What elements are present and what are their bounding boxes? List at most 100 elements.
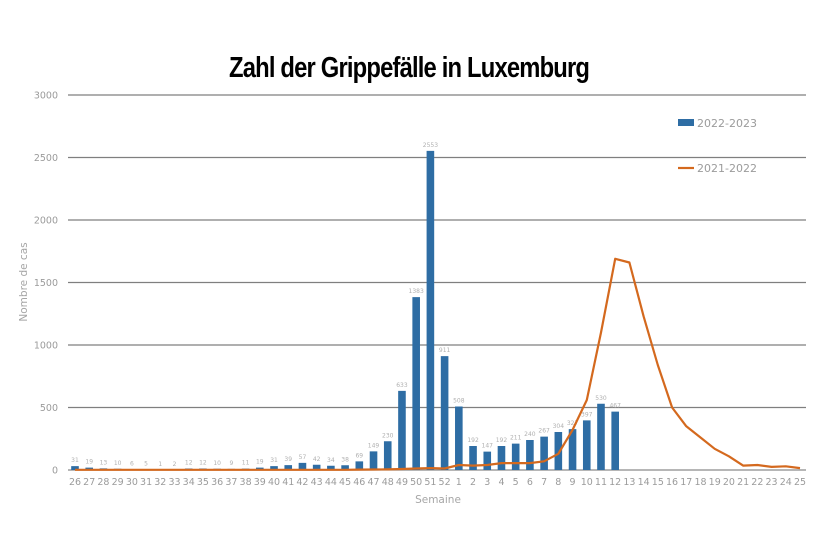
bar-value-label: 304 bbox=[553, 423, 565, 430]
bar bbox=[398, 390, 406, 470]
x-tick-label: 32 bbox=[154, 477, 166, 488]
x-tick-label: 47 bbox=[367, 477, 379, 488]
x-axis-label: Semaine bbox=[415, 494, 461, 506]
y-tick-label: 0 bbox=[52, 466, 58, 477]
bar-value-label: 69 bbox=[355, 452, 363, 459]
x-tick-label: 5 bbox=[513, 477, 519, 488]
bar-value-label: 267 bbox=[538, 428, 550, 435]
bar-data-labels: 31 19 13 10 6 5 1 2 12 12 10 9 11 19 31 39 57 42 34 3869149… bbox=[71, 142, 621, 468]
bar bbox=[554, 432, 563, 470]
bar-value-label: 149 bbox=[368, 442, 380, 449]
x-tick-label: 48 bbox=[382, 477, 394, 488]
bar-value-label: 42 bbox=[313, 456, 321, 463]
x-tick-label: 28 bbox=[97, 477, 109, 488]
x-tick-label: 51 bbox=[424, 477, 436, 488]
y-tick-label: 500 bbox=[40, 403, 58, 414]
line-series-2021-2022 bbox=[75, 257, 801, 471]
bar bbox=[298, 462, 307, 470]
x-tick-label: 13 bbox=[623, 477, 635, 488]
bar-value-label: 240 bbox=[524, 431, 536, 438]
bar-value-label: 2 bbox=[173, 461, 177, 468]
x-tick-label: 17 bbox=[680, 477, 692, 488]
x-tick-label: 45 bbox=[339, 477, 351, 488]
bar-value-label: 9 bbox=[229, 460, 233, 467]
bar-value-label: 11 bbox=[242, 460, 250, 467]
x-tick-label: 8 bbox=[555, 477, 561, 488]
chart-title: Zahl der Grippefälle in Luxemburg bbox=[229, 52, 590, 84]
bar-value-label: 508 bbox=[453, 398, 465, 405]
y-axis-ticks: 0 500 1000 1500 2000 2500 3000 bbox=[34, 91, 58, 477]
x-tick-label: 43 bbox=[311, 477, 323, 488]
bar bbox=[540, 436, 548, 470]
bar-value-label: 327 bbox=[567, 420, 579, 427]
x-tick-label: 52 bbox=[439, 477, 451, 488]
bar-value-label: 12 bbox=[199, 460, 207, 467]
x-tick-label: 1 bbox=[456, 477, 462, 488]
x-tick-label: 38 bbox=[240, 477, 252, 488]
bar-value-label: 12 bbox=[185, 460, 193, 467]
x-tick-label: 3 bbox=[484, 477, 490, 488]
bar bbox=[611, 411, 619, 470]
bar bbox=[597, 403, 605, 470]
bar bbox=[270, 466, 278, 470]
x-tick-label: 35 bbox=[197, 477, 209, 488]
y-tick-label: 1000 bbox=[34, 341, 58, 352]
x-tick-label: 34 bbox=[183, 477, 195, 488]
x-tick-label: 22 bbox=[751, 477, 763, 488]
x-tick-label: 15 bbox=[652, 477, 664, 488]
bar-value-label: 10 bbox=[114, 460, 122, 467]
bar-value-label: 2553 bbox=[423, 142, 438, 149]
bar bbox=[426, 150, 435, 470]
bar-value-label: 31 bbox=[270, 457, 278, 464]
x-tick-label: 10 bbox=[581, 477, 593, 488]
legend-label-2022-2023: 2022-2023 bbox=[697, 117, 757, 130]
x-tick-label: 30 bbox=[126, 477, 138, 488]
x-tick-label: 40 bbox=[268, 477, 280, 488]
bar bbox=[511, 443, 520, 470]
x-tick-label: 2 bbox=[470, 477, 476, 488]
x-tick-label: 39 bbox=[254, 477, 266, 488]
x-tick-label: 33 bbox=[168, 477, 180, 488]
x-tick-label: 16 bbox=[666, 477, 678, 488]
x-tick-label: 42 bbox=[296, 477, 308, 488]
bar-value-label: 1383 bbox=[409, 288, 424, 295]
x-tick-label: 46 bbox=[353, 477, 365, 488]
bar bbox=[568, 429, 577, 470]
bar bbox=[469, 446, 477, 470]
x-tick-label: 37 bbox=[225, 477, 237, 488]
bar bbox=[71, 466, 79, 470]
x-tick-label: 11 bbox=[595, 477, 607, 488]
bar-value-label: 10 bbox=[213, 460, 221, 467]
x-tick-label: 4 bbox=[498, 477, 504, 488]
x-tick-label: 41 bbox=[282, 477, 294, 488]
legend: 2022-2023 2021-2022 bbox=[678, 117, 757, 175]
bar-value-label: 230 bbox=[382, 432, 394, 439]
bar bbox=[341, 465, 349, 470]
x-tick-label: 24 bbox=[780, 477, 792, 488]
bar-value-label: 192 bbox=[496, 437, 508, 444]
x-tick-label: 12 bbox=[609, 477, 621, 488]
bar bbox=[455, 406, 463, 470]
x-tick-label: 23 bbox=[766, 477, 778, 488]
x-tick-label: 25 bbox=[794, 477, 806, 488]
bar bbox=[526, 440, 534, 470]
x-tick-label: 9 bbox=[570, 477, 576, 488]
y-axis-label: Nombre de cas bbox=[18, 242, 30, 321]
bar-value-label: 633 bbox=[396, 382, 408, 389]
bar bbox=[412, 297, 420, 470]
bar bbox=[327, 465, 335, 470]
y-tick-label: 1500 bbox=[34, 278, 58, 289]
x-tick-label: 36 bbox=[211, 477, 223, 488]
legend-swatch-2022-2023 bbox=[678, 119, 694, 126]
bar bbox=[383, 441, 392, 470]
bar-value-label: 192 bbox=[467, 437, 479, 444]
x-tick-label: 18 bbox=[694, 477, 706, 488]
x-tick-label: 44 bbox=[325, 477, 337, 488]
bar-value-label: 1 bbox=[158, 461, 162, 468]
x-tick-label: 21 bbox=[737, 477, 749, 488]
bar bbox=[312, 464, 321, 470]
y-tick-label: 2500 bbox=[34, 153, 58, 164]
bar bbox=[355, 461, 364, 470]
bar-value-label: 530 bbox=[595, 395, 607, 402]
